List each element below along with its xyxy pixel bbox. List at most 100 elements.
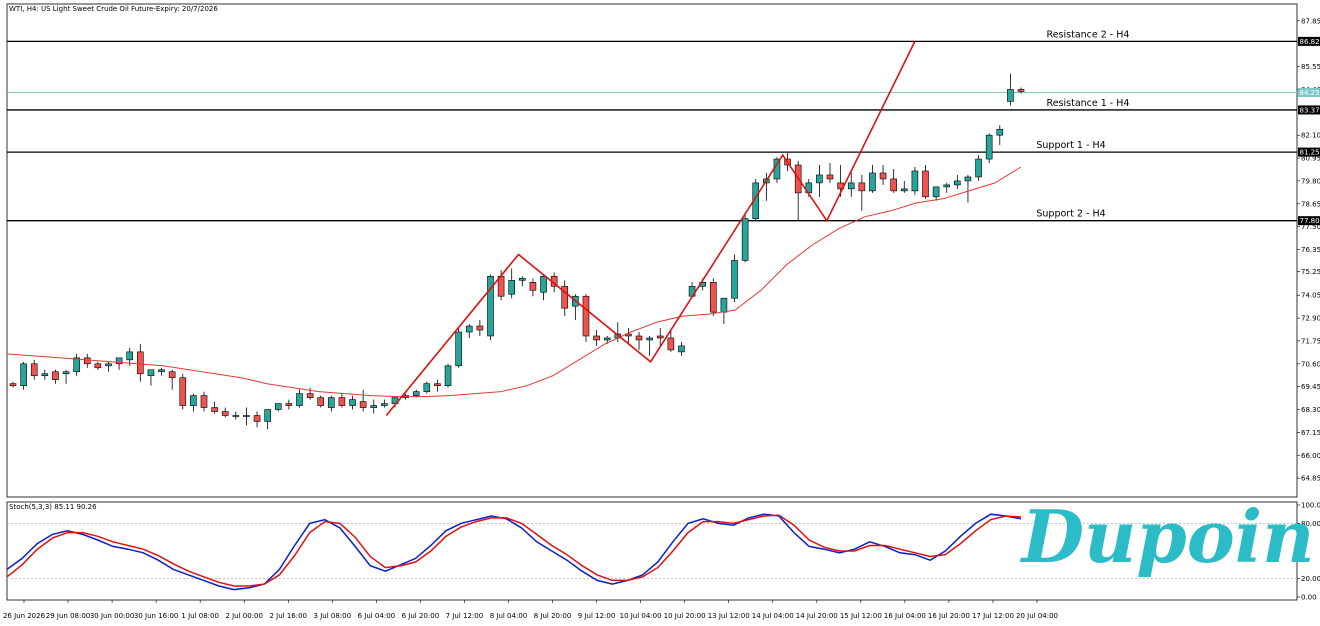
level-label: Support 1 - H4 — [1036, 140, 1105, 151]
time-tick-label: 6 Jul 20:00 — [402, 612, 440, 620]
time-tick-label: 8 Jul 04:00 — [490, 612, 528, 620]
candle-body — [465, 325, 473, 333]
price-tick-label: 82.10 — [1301, 132, 1320, 140]
level-price-box — [1298, 36, 1320, 46]
candle-body — [52, 371, 59, 381]
time-tick-label: 2 Jul 16:00 — [269, 612, 307, 620]
candle-body — [179, 377, 187, 406]
stoch-signal-line — [6, 514, 1022, 587]
candle-body — [869, 172, 876, 192]
current-price-box — [1298, 87, 1320, 97]
level-price-label: 83.37 — [1300, 106, 1320, 114]
candle-body — [561, 285, 569, 309]
candle-body — [900, 188, 908, 192]
level-price-box — [1298, 216, 1320, 226]
time-tick-label: 14 Jul 20:00 — [796, 612, 838, 620]
candle-body — [816, 174, 823, 184]
candle-body — [508, 280, 515, 295]
candle-body — [158, 369, 165, 373]
price-tick-label: 71.75 — [1301, 337, 1320, 345]
stoch-main-line — [6, 513, 1022, 591]
stoch-tick-label: 80.00 — [1301, 520, 1320, 528]
candle-body — [243, 415, 250, 417]
candle-body — [232, 415, 240, 417]
time-tick-label: 16 Jul 20:00 — [928, 612, 970, 620]
time-tick-label: 1 Jul 08:00 — [181, 612, 219, 620]
candle-body — [444, 365, 452, 386]
dupoin-logo: Dupoin — [1020, 494, 1315, 579]
time-tick-label: 7 Jul 12:00 — [446, 612, 484, 620]
price-tick-label: 85.55 — [1301, 63, 1320, 71]
time-tick-label: 14 Jul 04:00 — [752, 612, 794, 620]
time-axis: 26 Jun 2026 29 Jun 08:00 30 Jun 00:00 30 Ju… — [3, 600, 1058, 620]
candle-body — [635, 335, 643, 341]
main-panel-frame — [6, 3, 1298, 498]
candle-body — [943, 184, 951, 188]
candle-body — [434, 383, 441, 386]
candle-body — [1017, 89, 1025, 92]
price-tick-label: 77.50 — [1301, 223, 1320, 231]
price-tick-label: 66.00 — [1301, 452, 1320, 460]
candle-body — [954, 180, 961, 186]
candle-body — [9, 383, 17, 386]
candle-body — [306, 393, 314, 398]
stoch-tick-label: 0.00 — [1301, 594, 1317, 602]
candle-body — [847, 182, 855, 190]
candle-body — [476, 325, 484, 331]
candle-body — [656, 335, 664, 339]
time-tick-label: 20 Jul 04:00 — [1016, 612, 1058, 620]
candle-body — [709, 282, 717, 313]
candle-body — [328, 397, 335, 408]
time-tick-label: 13 Jul 12:00 — [708, 612, 750, 620]
stoch-tick-label: 20.00 — [1301, 575, 1320, 583]
level-price-box — [1298, 105, 1320, 115]
candle-body — [200, 395, 208, 408]
candle-body — [678, 345, 685, 353]
candle-body — [593, 335, 600, 341]
candle-body — [519, 278, 526, 281]
candle-body — [338, 397, 346, 406]
candle-body — [911, 170, 919, 192]
candle-body — [253, 415, 261, 422]
time-tick-label: 10 Jul 20:00 — [664, 612, 706, 620]
price-tick-label: 70.60 — [1301, 360, 1320, 368]
candle-body — [381, 403, 388, 406]
candle-body — [487, 276, 494, 337]
candle-body — [412, 391, 420, 396]
candle-body — [582, 295, 590, 337]
stochastic-header-label: Stoch(5,3,3) 85.11 90.26 — [9, 503, 97, 511]
zigzag-line — [385, 41, 916, 417]
level-price-box — [1298, 147, 1320, 157]
level-price-label: 81.25 — [1300, 149, 1320, 157]
price-tick-label: 67.15 — [1301, 429, 1320, 437]
level-price-label: 86.82 — [1300, 38, 1320, 46]
level-label: Support 2 - H4 — [1036, 209, 1105, 220]
time-tick-label: 3 Jul 08:00 — [314, 612, 352, 620]
price-tick-label: 80.95 — [1301, 155, 1320, 163]
stoch-tick-label: 100.00 — [1301, 502, 1320, 510]
stochastic-panel: 100.00 80.00 20.00 0.00 — [6, 502, 1320, 602]
time-tick-label: 6 Jul 04:00 — [358, 612, 396, 620]
candle-body — [190, 395, 197, 406]
candle-body — [731, 260, 738, 299]
candle-body — [985, 134, 993, 160]
time-tick-label: 30 Jun 00:00 — [90, 612, 134, 620]
time-tick-label: 2 Jul 00:00 — [225, 612, 263, 620]
time-tick-label: 29 Jun 08:00 — [46, 612, 90, 620]
candle-body — [540, 276, 547, 293]
chart-header-title: WTI, H4: US Light Sweet Crude Oil Future… — [9, 5, 218, 13]
price-tick-label: 78.65 — [1301, 200, 1320, 208]
time-tick-label: 16 Jul 04:00 — [884, 612, 926, 620]
level-label: Resistance 1 - H4 — [1047, 98, 1130, 109]
candle-body — [720, 297, 728, 313]
candle-body — [890, 178, 897, 192]
candle-body — [826, 174, 834, 180]
candle-body — [274, 403, 282, 410]
price-tick-label: 87.85 — [1301, 17, 1320, 25]
candle-body — [975, 158, 982, 178]
candle-body — [1007, 89, 1014, 102]
candle-body — [83, 357, 91, 365]
candle-body — [105, 363, 112, 367]
